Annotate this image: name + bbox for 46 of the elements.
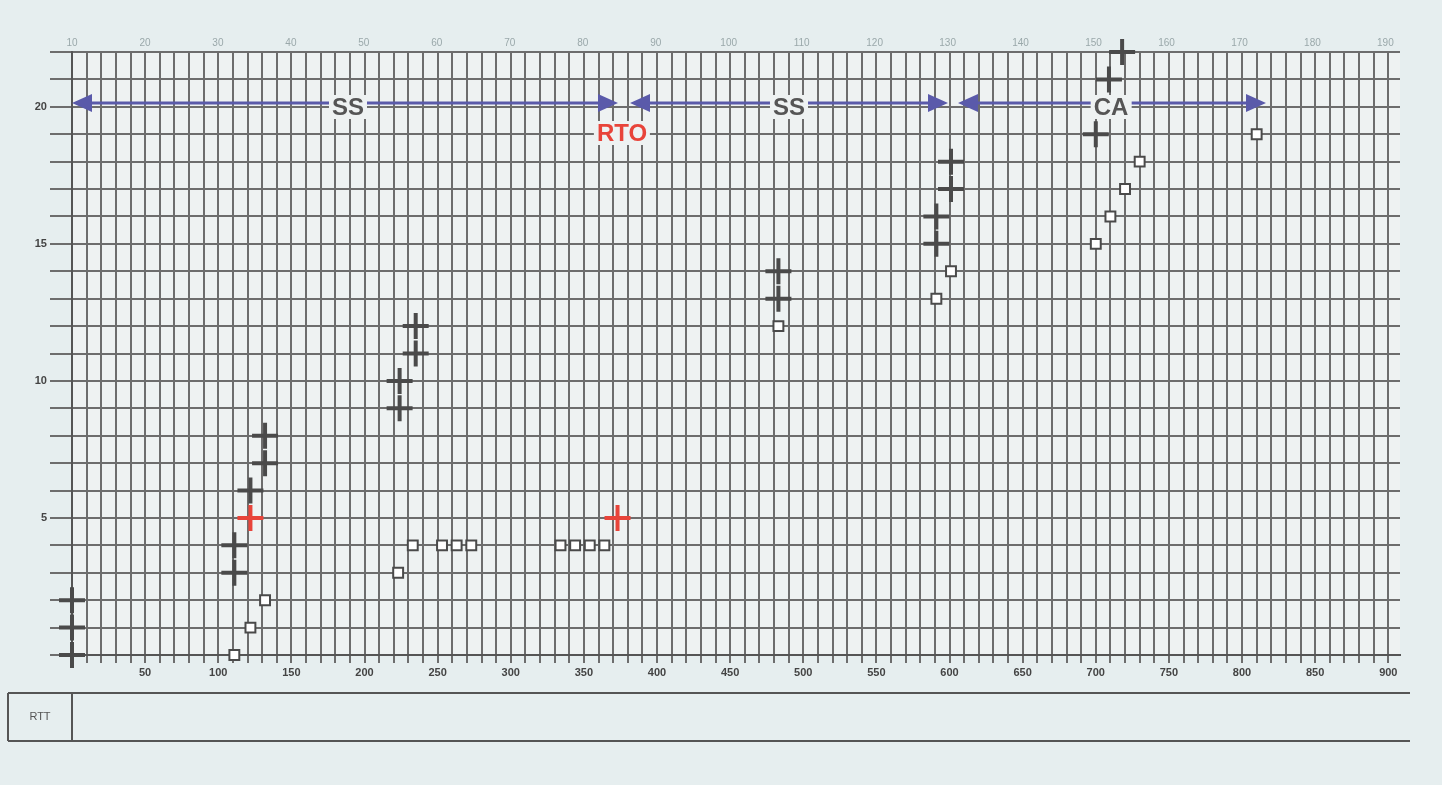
y-tick-label: 15 xyxy=(34,236,47,249)
x-tick-label: 600 xyxy=(940,665,959,678)
y-tick-label: 10 xyxy=(34,373,47,386)
x-tick-label: 250 xyxy=(428,665,447,678)
x2-tick-label: 160 xyxy=(1158,36,1176,48)
x-tick-label: 800 xyxy=(1232,665,1252,678)
x-tick-label: 400 xyxy=(647,665,667,678)
x2-tick-label: 130 xyxy=(939,36,957,48)
annotation: SS xyxy=(769,93,809,120)
annotation: RTO xyxy=(593,119,651,146)
annotation: SS xyxy=(328,93,368,120)
x-tick-label: 700 xyxy=(1086,665,1105,678)
x2-tick-label: 60 xyxy=(431,36,443,48)
x-tick-label: 450 xyxy=(720,665,740,678)
text: RTT xyxy=(29,710,51,723)
x-tick-label: 200 xyxy=(355,665,374,678)
y-tick-label: 20 xyxy=(34,99,47,112)
x2-tick-label: 50 xyxy=(358,36,370,48)
x2-tick-label: 170 xyxy=(1231,36,1249,48)
x2-tick-label: 100 xyxy=(720,36,738,48)
x2-tick-label: 40 xyxy=(285,36,297,48)
x2-tick-label: 30 xyxy=(212,36,224,48)
x2-tick-label: 110 xyxy=(793,36,811,48)
x-tick-label: 150 xyxy=(282,665,301,678)
x-tick-label: 750 xyxy=(1159,665,1179,678)
x2-tick-label: 180 xyxy=(1304,36,1322,48)
y-tick-label: 5 xyxy=(40,510,47,523)
x2-tick-label: 80 xyxy=(577,36,589,48)
x-tick-label: 100 xyxy=(209,665,228,678)
x2-tick-label: 120 xyxy=(866,36,884,48)
x-tick-label: 350 xyxy=(574,665,594,678)
x-tick-label: 550 xyxy=(867,665,886,678)
x-tick-label: 300 xyxy=(501,665,520,678)
x2-tick-label: 190 xyxy=(1377,36,1395,48)
x-tick-label: 650 xyxy=(1013,665,1032,678)
x2-tick-label: 90 xyxy=(650,36,662,48)
x2-tick-label: 70 xyxy=(504,36,516,48)
x2-tick-label: 20 xyxy=(139,36,151,48)
x-tick-label: 900 xyxy=(1379,665,1398,678)
x2-tick-label: 150 xyxy=(1085,36,1103,48)
x-tick-label: 500 xyxy=(794,665,813,678)
x-tick-label: 850 xyxy=(1305,665,1325,678)
x-tick-label: 50 xyxy=(139,665,152,678)
x2-tick-label: 140 xyxy=(1012,36,1030,48)
x2-tick-label: 10 xyxy=(66,36,78,48)
annotation: CA xyxy=(1090,93,1132,120)
